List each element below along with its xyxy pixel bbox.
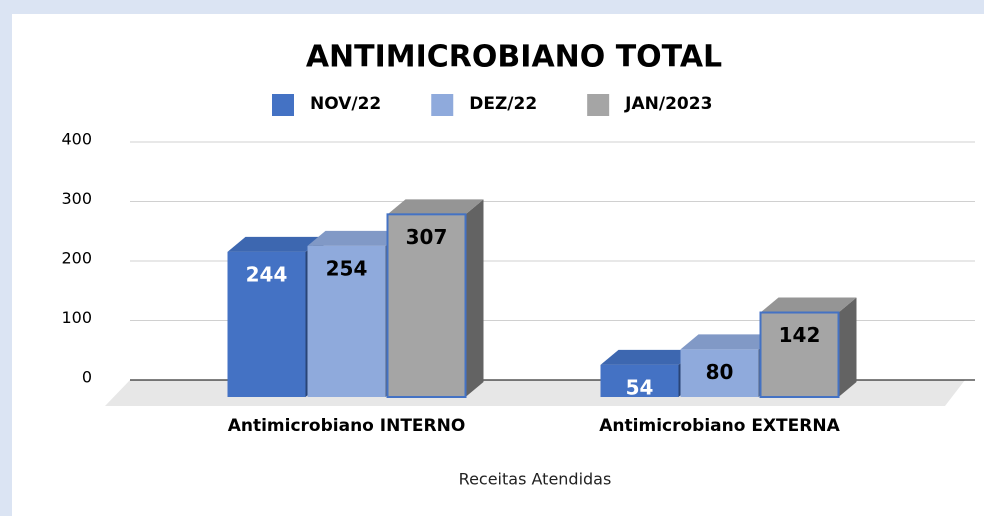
bar bbox=[600, 364, 679, 397]
legend-label: NOV/22 bbox=[310, 94, 381, 114]
y-tick-label: 200 bbox=[61, 249, 92, 268]
x-tick-label: Antimicrobiano INTERNO bbox=[228, 416, 466, 436]
y-tick-label: 100 bbox=[61, 308, 92, 327]
value-label: 142 bbox=[779, 323, 821, 347]
value-label: 54 bbox=[626, 375, 654, 399]
legend-swatch bbox=[587, 94, 610, 116]
bar-top bbox=[680, 334, 777, 350]
y-tick-label: 0 bbox=[82, 368, 92, 387]
bar bbox=[759, 311, 840, 399]
legend-swatch bbox=[431, 94, 454, 116]
legend-label: JAN/2023 bbox=[624, 94, 712, 114]
bar-side bbox=[465, 199, 484, 397]
bar bbox=[227, 251, 306, 397]
legend-label: DEZ/22 bbox=[469, 94, 537, 114]
bar-top bbox=[760, 297, 857, 313]
plot-background bbox=[12, 14, 984, 516]
bar bbox=[386, 213, 467, 398]
y-tick-label: 400 bbox=[61, 130, 92, 149]
x-axis-label: Receitas Atendidas bbox=[459, 470, 612, 489]
bar-top bbox=[600, 349, 697, 365]
value-label: 244 bbox=[246, 262, 288, 286]
bar-top bbox=[307, 230, 404, 246]
x-tick-label: Antimicrobiano EXTERNA bbox=[599, 416, 840, 436]
chart-title: ANTIMICROBIANO TOTAL bbox=[306, 40, 722, 75]
bar-top bbox=[227, 236, 324, 252]
value-label: 80 bbox=[706, 360, 734, 384]
bar bbox=[680, 349, 759, 397]
y-tick-label: 300 bbox=[61, 189, 92, 208]
legend-swatch bbox=[272, 94, 294, 116]
bar-top bbox=[387, 199, 484, 215]
bar bbox=[307, 245, 386, 397]
value-label: 254 bbox=[326, 256, 368, 280]
bar-side bbox=[838, 297, 857, 397]
value-label: 307 bbox=[406, 225, 448, 249]
